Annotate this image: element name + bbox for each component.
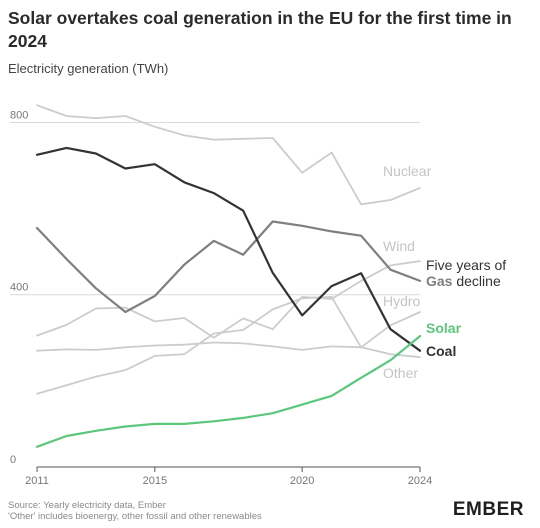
label-hydro: Hydro (383, 293, 421, 309)
series-line-wind (36, 260, 421, 339)
series-line-solar (35, 335, 422, 448)
source-note: Source: Yearly electricity data, Ember '… (8, 500, 262, 522)
label-gas-line1: Five years of (426, 257, 506, 273)
series-line-hydro (36, 295, 421, 395)
xtick-label-2015: 2015 (143, 475, 167, 487)
label-wind: Wind (383, 238, 415, 254)
ytick-label-400: 400 (10, 282, 28, 294)
label-other: Other (383, 365, 418, 381)
xtick-label-2011: 2011 (25, 475, 49, 487)
chart-title: Solar overtakes coal generation in the E… (8, 8, 512, 51)
source-line-1: Source: Yearly electricity data, Ember (8, 500, 166, 511)
ytick-label-800: 800 (10, 109, 28, 121)
series-line-coal (35, 146, 422, 352)
ytick-label-0: 0 (10, 454, 16, 466)
label-solar: Solar (426, 320, 462, 336)
series-lines (35, 104, 422, 448)
source-line-2: 'Other' includes bioenergy, other fossil… (8, 511, 262, 522)
annotations: Nuclear Wind Five years of Gas decline H… (383, 163, 506, 381)
xtick-label-2024: 2024 (408, 475, 432, 487)
chart-subtitle: Electricity generation (TWh) (8, 61, 169, 76)
grid: 0 400 800 2011 2015 2020 2024 (10, 109, 432, 487)
xtick-label-2020: 2020 (290, 475, 314, 487)
label-nuclear: Nuclear (383, 163, 432, 179)
label-gas-bold: Gas (426, 273, 453, 289)
label-coal: Coal (426, 343, 456, 359)
series-line-other (36, 341, 421, 359)
ember-logo: EMBER (452, 499, 524, 520)
series-line-nuclear (36, 104, 421, 206)
series-line-gas (35, 220, 422, 314)
label-gas-rest: decline (456, 273, 501, 289)
label-gas-line2: Gas decline (426, 273, 501, 289)
